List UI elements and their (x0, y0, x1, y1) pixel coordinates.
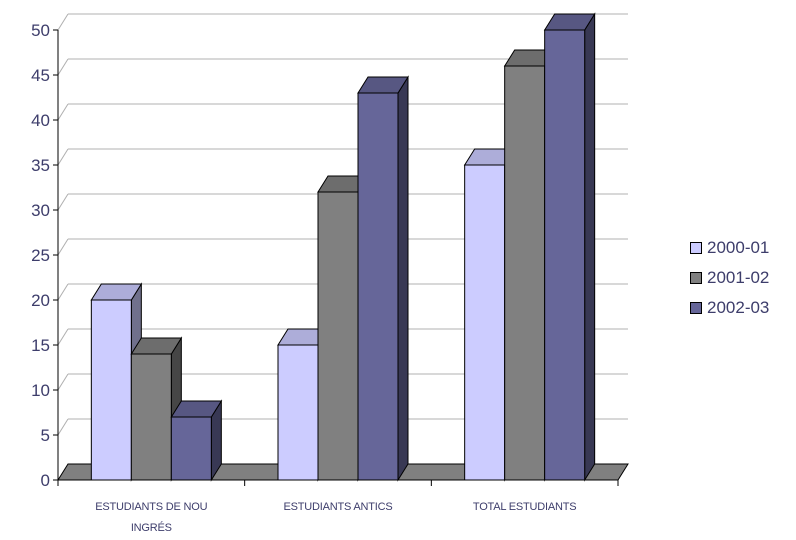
gridline-side (57, 13, 69, 31)
y-tick-label: 10 (31, 381, 50, 400)
legend-swatch-2002-03 (690, 302, 702, 314)
bar (504, 65, 546, 481)
y-tick-label: 20 (31, 291, 50, 310)
gridline-side (57, 328, 69, 346)
y-tick-label: 45 (31, 66, 50, 85)
bar (464, 164, 506, 481)
x-tick-label: INGRÉS (131, 521, 172, 534)
legend-swatch-2001-02 (690, 272, 702, 284)
y-axis-ticks: 0 5 10 15 20 25 30 35 40 45 50 (31, 21, 58, 490)
bar (317, 191, 359, 481)
gridline-side (57, 283, 69, 301)
y-tick-label: 25 (31, 246, 50, 265)
legend-label: 2001-02 (707, 268, 770, 287)
y-tick-label: 5 (41, 426, 50, 445)
legend: 2000-01 2001-02 2002-03 (690, 233, 769, 323)
legend-swatch-2000-01 (690, 242, 702, 254)
gridline-side (57, 373, 69, 391)
y-tick-label: 35 (31, 156, 50, 175)
gridline-side (57, 418, 69, 436)
y-tick-label: 0 (41, 471, 50, 490)
legend-item: 2000-01 (690, 233, 769, 263)
bar (544, 29, 586, 481)
x-axis-labels: ESTUDIANTS DE NOU INGRÉS ESTUDIANTS ANTICS… (95, 501, 576, 534)
legend-label: 2002-03 (707, 298, 770, 317)
legend-label: 2000-01 (707, 238, 770, 257)
bar (277, 344, 319, 481)
bar (130, 353, 172, 481)
y-tick-label: 15 (31, 336, 50, 355)
gridline-side (57, 193, 69, 211)
bar (90, 299, 132, 481)
x-tick-label: ESTUDIANTS DE NOU (95, 501, 207, 513)
legend-item: 2001-02 (690, 263, 769, 293)
gridline-side (57, 238, 69, 256)
bars (90, 12, 596, 482)
bar-side (584, 12, 596, 482)
x-tick-label: ESTUDIANTS ANTICS (283, 501, 392, 513)
gridline-side (57, 103, 69, 121)
gridline-side (57, 58, 69, 76)
y-tick-label: 30 (31, 201, 50, 220)
bar (170, 416, 212, 481)
legend-item: 2002-03 (690, 293, 769, 323)
y-tick-label: 40 (31, 111, 50, 130)
bar-side (397, 75, 409, 482)
bar (357, 92, 399, 481)
gridline-side (57, 148, 69, 166)
x-tick-label: TOTAL ESTUDIANTS (473, 501, 577, 513)
y-tick-label: 50 (31, 21, 50, 40)
